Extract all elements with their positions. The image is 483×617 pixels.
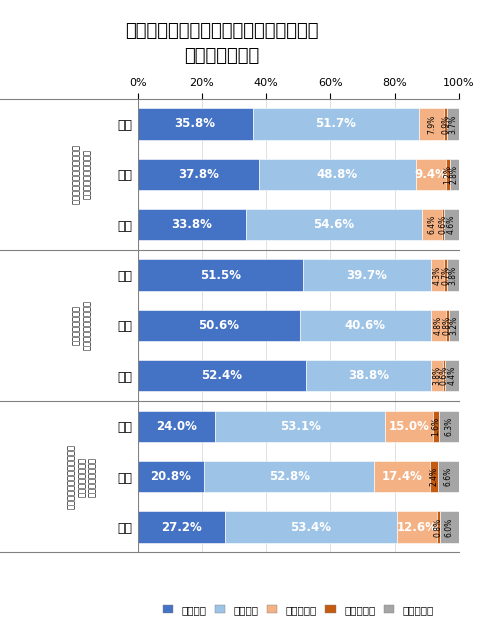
Bar [138,260,303,291]
Text: 自分の家庭でタイムラインに
沿って防災計画を
用意・見直したい: 自分の家庭でタイムラインに 沿って防災計画を 用意・見直したい [67,444,97,509]
Bar [430,310,446,341]
Bar [215,411,385,442]
Text: 17.4%: 17.4% [382,470,423,483]
Bar [306,360,430,391]
Bar [419,109,444,139]
Bar [447,260,459,291]
Bar [138,461,204,492]
Text: 1.6%: 1.6% [431,416,440,436]
Text: 6.4%: 6.4% [427,215,436,234]
Text: 1.2%: 1.2% [443,165,453,184]
Bar [447,109,459,139]
Bar [437,511,440,542]
Text: 4.3%: 4.3% [433,265,442,284]
Text: 0.6%: 0.6% [439,366,448,386]
Bar [440,511,459,542]
Text: 39.7%: 39.7% [346,268,387,281]
Text: 3.2%: 3.2% [449,316,458,335]
Bar [444,209,459,240]
Bar [430,461,438,492]
Bar [445,360,459,391]
Bar [138,209,246,240]
Bar [397,511,437,542]
Text: 52.8%: 52.8% [269,470,310,483]
Text: 0.6%: 0.6% [439,215,448,234]
Bar [138,360,306,391]
Bar [204,461,374,492]
Text: 35.8%: 35.8% [175,117,215,130]
Text: 37.8%: 37.8% [178,168,219,181]
Text: 0.9%: 0.9% [441,114,450,133]
Text: 27.2%: 27.2% [161,521,202,534]
Text: 53.1%: 53.1% [280,420,320,433]
Text: 2.8%: 2.8% [450,165,459,184]
Text: タイムライン防災の実施に対する同意度
（内容説明後）: タイムライン防災の実施に対する同意度 （内容説明後） [126,22,319,65]
Bar [444,109,447,139]
Bar [253,109,419,139]
Bar [422,209,442,240]
Bar [443,360,445,391]
Text: 53.4%: 53.4% [290,521,331,534]
Bar [138,310,300,341]
Bar [446,159,450,190]
Text: 54.6%: 54.6% [313,218,355,231]
Text: 4.6%: 4.6% [447,215,456,234]
Text: 15.0%: 15.0% [389,420,430,433]
Text: 50.6%: 50.6% [199,319,240,332]
Bar [416,159,446,190]
Text: 20.8%: 20.8% [151,470,191,483]
Bar [450,159,459,190]
Bar [438,461,459,492]
Text: 民間企業は事前に
防災対応を求めるべく: 民間企業は事前に 防災対応を求めるべく [72,300,92,350]
Text: 51.7%: 51.7% [315,117,356,130]
Bar [442,209,444,240]
Bar [300,310,430,341]
Legend: 強く同意, やや同意, やや非同意, 強く非同意, 分からない: 強く同意, やや同意, やや非同意, 強く非同意, 分からない [163,605,434,615]
Text: 6.6%: 6.6% [444,467,453,486]
Bar [303,260,430,291]
Bar [430,260,444,291]
Bar [138,159,259,190]
Bar [439,411,459,442]
Text: 48.8%: 48.8% [317,168,358,181]
Text: 7.9%: 7.9% [427,114,436,133]
Text: 12.6%: 12.6% [397,521,437,534]
Bar [374,461,430,492]
Text: 33.8%: 33.8% [171,218,213,231]
Text: 9.4%: 9.4% [414,168,447,181]
Text: 3.7%: 3.7% [448,114,457,133]
Bar [446,310,449,341]
Text: 4.8%: 4.8% [434,316,443,335]
Text: 24.0%: 24.0% [156,420,197,433]
Text: 38.8%: 38.8% [348,370,389,383]
Text: 40.6%: 40.6% [345,319,386,332]
Bar [430,360,443,391]
Text: 公共交通サービスは事前に
防災対応を求めるべく: 公共交通サービスは事前に 防災対応を求めるべく [72,144,92,204]
Bar [444,260,447,291]
Bar [138,511,225,542]
Bar [385,411,433,442]
Text: 0.8%: 0.8% [434,518,443,537]
Bar [433,411,439,442]
Text: 4.4%: 4.4% [447,366,456,386]
Bar [138,109,253,139]
Text: 0.7%: 0.7% [441,265,450,284]
Bar [259,159,416,190]
Text: 6.0%: 6.0% [445,518,454,537]
Text: 51.5%: 51.5% [200,268,241,281]
Text: 52.4%: 52.4% [201,370,242,383]
Bar [225,511,397,542]
Text: 3.8%: 3.8% [432,366,441,386]
Text: 3.8%: 3.8% [448,265,457,284]
Text: 6.3%: 6.3% [444,416,453,436]
Bar [449,310,459,341]
Bar [246,209,422,240]
Bar [138,411,215,442]
Text: 0.8%: 0.8% [443,316,452,335]
Text: 2.4%: 2.4% [429,467,438,486]
